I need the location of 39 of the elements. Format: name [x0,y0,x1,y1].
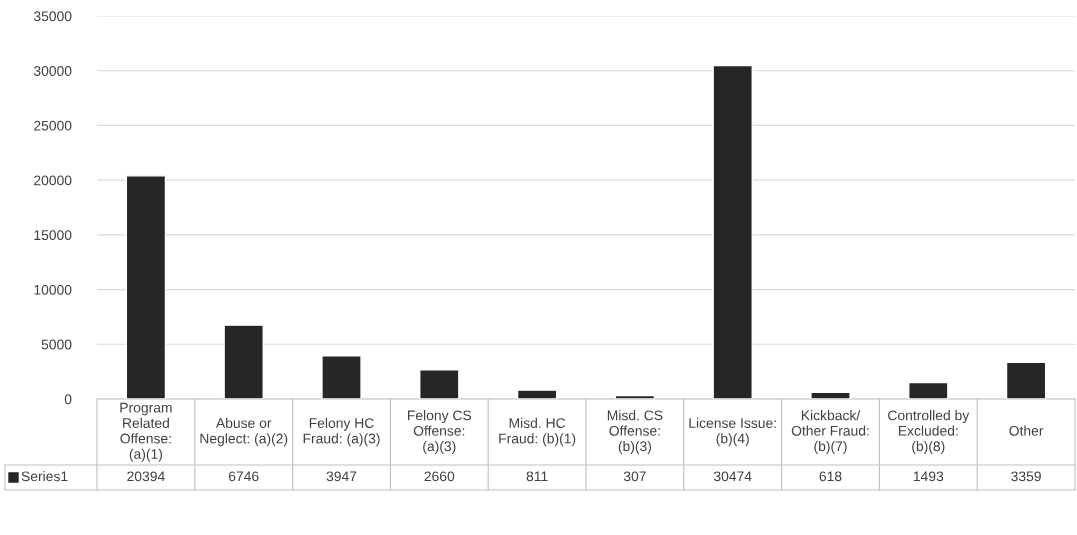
y-tick-label: 35000 [33,11,72,22]
x-tick-label: License Issue: (b)(4) [689,417,776,447]
x-tick-label: Kickback/Other Fraud: (b)(7) [791,410,869,454]
data-label: 3947 [326,471,357,482]
data-label: 811 [526,471,548,482]
bar [614,394,656,399]
bar [810,391,851,399]
bar [321,355,362,399]
data-label: 20394 [127,471,165,482]
data-label: 30474 [713,471,752,482]
x-tick-label: Felony HC Fraud: (a)(3) [303,417,380,447]
bar [908,381,949,399]
data-label: 618 [819,471,842,482]
y-tick-label: 20000 [34,175,72,186]
data-label: 3359 [1011,471,1041,482]
bar [712,64,753,399]
x-tick-label: Program Related Offense: (a)(1) [120,402,172,462]
data-label: 307 [623,471,646,482]
y-tick-label: 30000 [33,66,72,76]
bar [125,175,167,399]
x-tick-label: Controlled by Excluded: (b)(8) [888,410,970,454]
y-tick-label: 5000 [41,339,72,350]
x-tick-label: Felony CS Offense: (a)(3) [408,410,472,454]
x-tick-label: Other [1009,425,1044,436]
x-tick-label: Misd. HC Fraud: (b)(1) [499,417,576,447]
legend-label: Series1 [21,471,68,482]
data-label: 2660 [424,471,455,482]
bar [223,324,264,399]
bar [419,369,460,399]
bar [516,389,558,399]
y-tick-label: 0 [64,394,72,405]
x-tick-label: Misd. CS Offense: (b)(3) [607,410,663,454]
bar [1005,361,1047,399]
x-tick-label: Abuse or Neglect: (a)(2) [200,417,288,447]
data-label: 1493 [913,471,944,482]
data-label: 6746 [228,471,259,482]
y-tick-label: 25000 [34,120,72,131]
y-tick-label: 10000 [34,284,72,295]
y-tick-label: 15000 [34,230,72,241]
